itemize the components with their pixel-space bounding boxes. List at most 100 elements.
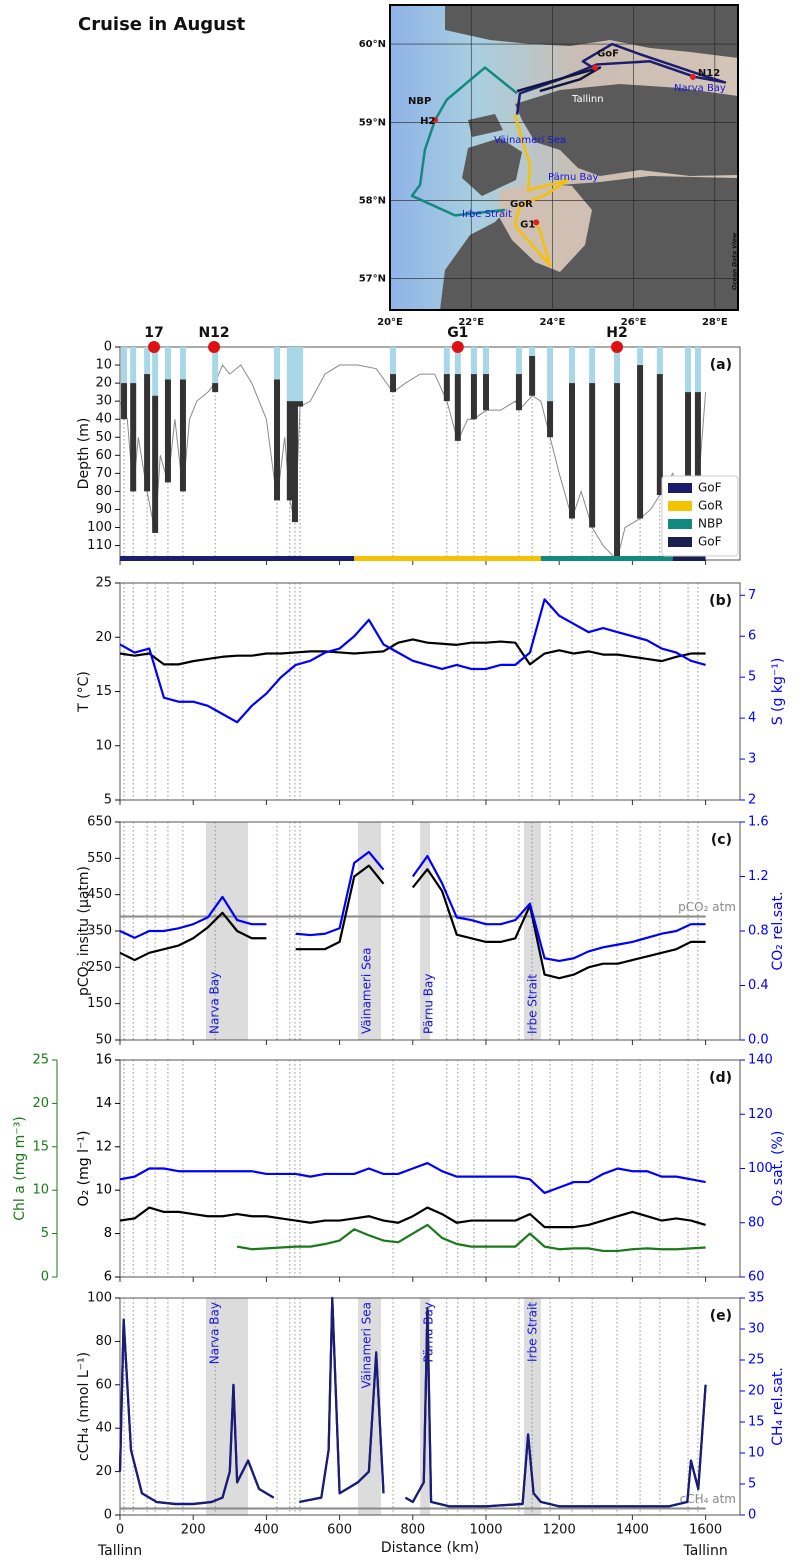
station-marker xyxy=(208,341,221,353)
y-tick-label: 40 xyxy=(95,412,112,427)
cast-upper xyxy=(286,347,293,402)
cast-upper xyxy=(212,347,219,384)
y-tick-label: 60 xyxy=(95,1377,112,1392)
y2-axis-label: O₂ sat. (%) xyxy=(770,1131,786,1207)
y-tick-label: 0 xyxy=(104,1508,112,1523)
region-label: Irbe Strait xyxy=(526,974,540,1034)
cast-profile xyxy=(515,374,522,411)
station-marker-label: N12 xyxy=(198,325,229,341)
station-label: N12 xyxy=(698,68,720,79)
y2-tick-label: 10 xyxy=(748,1446,765,1461)
map-lon-label: 26°E xyxy=(621,317,647,328)
y-tick-label: 60 xyxy=(95,448,112,463)
cruise-track xyxy=(516,66,602,93)
legend-swatch xyxy=(668,483,692,493)
y2-axis-label: S (g kg⁻¹) xyxy=(770,658,786,726)
cast-upper xyxy=(589,347,596,384)
map-lon-label: 24°E xyxy=(540,317,566,328)
cast-profile xyxy=(297,401,304,407)
cast-profile xyxy=(274,379,281,501)
y-tick-label: 20 xyxy=(95,1464,112,1479)
station-marker-label: H2 xyxy=(606,325,627,341)
y-tick-label: 8 xyxy=(104,1226,112,1241)
data-line xyxy=(236,1223,706,1253)
y-axis-label: O₂ (mg l⁻¹) xyxy=(76,1131,92,1207)
region-shade xyxy=(420,822,430,1040)
map-lon-label: 22°E xyxy=(458,317,484,328)
data-line xyxy=(119,895,267,939)
cast-upper xyxy=(144,347,151,375)
plot-frame xyxy=(119,1297,741,1516)
panel-label: (b) xyxy=(709,593,732,609)
panel-label: (d) xyxy=(709,1070,732,1086)
x-end-label: Tallinn xyxy=(97,1543,142,1559)
region-strip xyxy=(540,556,673,561)
data-line xyxy=(411,868,706,980)
y2-tick-label: 80 xyxy=(748,1215,765,1230)
y-tick-label: 50 xyxy=(95,430,112,445)
x-tick-label: 1600 xyxy=(689,1523,722,1538)
x-tick-label: 1000 xyxy=(469,1523,502,1538)
map-place-label: Irbe Strait xyxy=(462,209,512,220)
y2-tick-label: 5 xyxy=(748,670,756,685)
cruise-track xyxy=(410,66,518,217)
cast-upper xyxy=(121,347,128,384)
y2-tick-label: 0.4 xyxy=(748,978,769,993)
cast-profile xyxy=(589,383,596,528)
map-place-label: Pärnu Bay xyxy=(548,172,598,183)
cast-profile xyxy=(529,356,536,396)
y-tick-label: 30 xyxy=(95,394,112,409)
map-background xyxy=(390,5,738,310)
cast-profile xyxy=(144,374,151,492)
y-tick-label: 350 xyxy=(87,924,112,939)
y-tick-label: 25 xyxy=(95,576,112,591)
y-tick-label: 10 xyxy=(95,738,112,753)
station-dot xyxy=(432,116,439,123)
cast-upper xyxy=(637,347,644,366)
region-label: Väinameri Sea xyxy=(359,1302,373,1388)
cruise-track xyxy=(513,114,570,267)
legend-swatch xyxy=(668,519,692,529)
x-end-label: Tallinn xyxy=(682,1543,727,1559)
station-marker-label: G1 xyxy=(447,325,468,341)
cast-profile xyxy=(454,374,461,441)
x-axis-label: Distance (km) xyxy=(381,1540,479,1556)
cast-profile xyxy=(390,374,397,393)
y2-tick-label: 4 xyxy=(748,711,756,726)
y-tick-label: 80 xyxy=(95,1334,112,1349)
region-label: Väinameri Sea xyxy=(359,948,373,1034)
reference-label: cCH₄ atm xyxy=(680,1492,736,1506)
legend-label: GoF xyxy=(698,535,722,549)
y-tick-label: 20 xyxy=(95,630,112,645)
y2-tick-label: 120 xyxy=(748,1107,773,1122)
y3-tick-label: 5 xyxy=(41,1226,49,1241)
y2-tick-label: 0 xyxy=(748,1508,756,1523)
region-label: Pärnu Bay xyxy=(422,974,436,1035)
y-tick-label: 80 xyxy=(95,484,112,499)
map-lat-label: 59°N xyxy=(359,117,386,128)
y-tick-label: 14 xyxy=(95,1096,112,1111)
y-tick-label: 450 xyxy=(87,887,112,902)
panel-label: (a) xyxy=(710,357,732,373)
map-place-label: Väinameri Sea xyxy=(494,135,566,146)
data-line xyxy=(118,1318,275,1505)
y2-tick-label: 35 xyxy=(748,1291,765,1306)
region-label: Narva Bay xyxy=(208,972,222,1034)
map-place-label: GoR xyxy=(510,199,533,210)
cast-profile xyxy=(569,383,576,519)
panel-label: (c) xyxy=(711,832,732,848)
y-tick-label: 550 xyxy=(87,851,112,866)
cast-profile xyxy=(152,395,159,533)
cast-upper xyxy=(529,347,536,357)
y-axis-label: Depth (m) xyxy=(76,418,92,490)
station-dot xyxy=(592,64,599,71)
cast-upper xyxy=(274,347,281,380)
y2-tick-label: 1.6 xyxy=(748,815,769,830)
cast-profile xyxy=(694,392,701,492)
y-tick-label: 16 xyxy=(95,1053,112,1068)
cast-profile xyxy=(164,379,171,483)
cast-upper xyxy=(515,347,522,375)
cast-upper xyxy=(656,347,663,375)
y-tick-label: 10 xyxy=(95,358,112,373)
